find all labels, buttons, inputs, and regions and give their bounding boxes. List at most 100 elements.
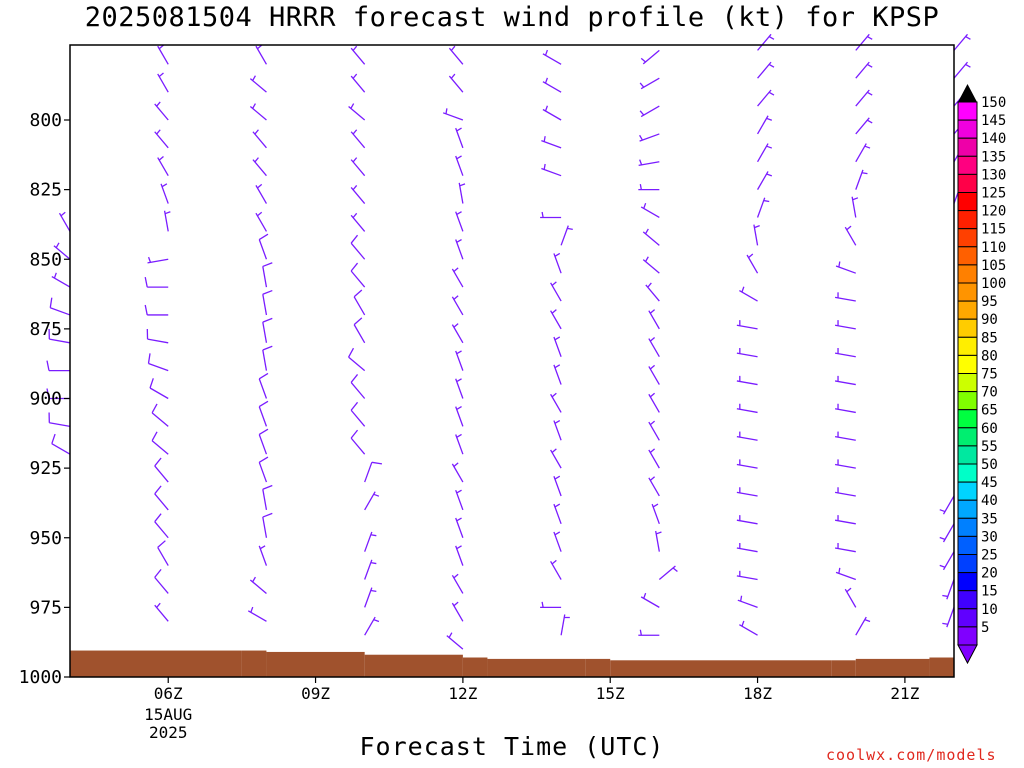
wind-barb (364, 616, 380, 636)
wind-barb (350, 429, 366, 455)
wind-barb (756, 115, 773, 135)
wind-barb (350, 73, 366, 93)
colorbar-swatch (957, 373, 978, 393)
color-legend: 1501451401351301251201151101051009590858… (957, 84, 1006, 665)
wind-barb (553, 503, 562, 525)
wind-barb (151, 431, 169, 455)
wind-barb (736, 487, 758, 497)
wind-barb (855, 89, 873, 107)
wind-barb (255, 211, 268, 232)
wind-barb (550, 559, 562, 580)
terrain-segment (364, 654, 463, 677)
wind-barb (736, 542, 758, 553)
colorbar-label: 45 (981, 475, 998, 491)
wind-barb (451, 601, 464, 622)
wind-barb (542, 49, 562, 65)
colorbar-swatch (957, 391, 978, 411)
terrain-segment (70, 650, 242, 677)
credit-link[interactable]: coolwx.com/models (826, 746, 997, 764)
wind-barb (939, 495, 955, 515)
wind-barb (736, 348, 758, 358)
colorbar-label: 115 (981, 222, 1006, 238)
wind-barb (658, 565, 678, 581)
wind-barbs (46, 33, 971, 650)
wind-barb (262, 512, 273, 538)
wind-barb (834, 515, 856, 525)
wind-barb (553, 475, 562, 497)
colorbar-swatch (957, 572, 978, 592)
wind-barb (640, 592, 660, 608)
wind-barb (157, 155, 169, 177)
colorbar-label: 130 (981, 167, 1006, 183)
wind-barb (834, 292, 856, 302)
wind-barb (757, 89, 775, 107)
colorbar-label: 40 (981, 493, 998, 509)
wind-barb (746, 253, 759, 274)
colorbar-label: 5 (981, 620, 989, 636)
wind-barb (642, 228, 660, 246)
wind-barb (163, 210, 171, 232)
wind-barb (638, 184, 660, 191)
wind-barb (651, 503, 660, 525)
colorbar-label: 135 (981, 149, 1006, 165)
wind-barb (262, 484, 273, 511)
wind-barb (942, 579, 955, 600)
wind-barb (154, 513, 169, 539)
wind-barb (736, 459, 758, 469)
wind-barb (638, 159, 660, 167)
wind-barb (247, 606, 267, 622)
colorbar-label: 140 (981, 131, 1006, 147)
wind-barb (834, 487, 856, 497)
wind-barb (144, 276, 169, 288)
wind-barb (249, 103, 267, 121)
colorbar-label: 125 (981, 186, 1006, 202)
wind-barb (739, 620, 758, 636)
terrain-segment (610, 660, 832, 677)
wind-barb (350, 129, 366, 149)
wind-barb (939, 551, 955, 571)
wind-barb (753, 224, 760, 246)
terrain-segment (462, 657, 488, 677)
wind-barb (553, 531, 562, 552)
wind-barb (736, 375, 758, 386)
wind-barb (458, 182, 466, 204)
wind-barb (154, 602, 169, 622)
wind-barb (844, 587, 857, 608)
colorbar-top-arrow (958, 84, 977, 102)
wind-barb (455, 433, 464, 455)
wind-barb (736, 403, 758, 414)
wind-barb (642, 256, 660, 274)
colorbar-swatch (957, 137, 978, 157)
colorbar-swatch (957, 409, 978, 429)
wind-barb (560, 614, 570, 636)
y-tick-label: 825 (29, 180, 62, 201)
wind-barb (147, 256, 169, 264)
wind-barb (541, 136, 562, 149)
wind-barb (455, 155, 464, 176)
x-tick-label: 12Z (448, 684, 477, 703)
chart-title: 2025081504 HRRR forecast wind profile (k… (84, 2, 940, 33)
wind-barb (648, 364, 660, 385)
wind-barb (353, 289, 366, 316)
colorbar-swatch (957, 282, 978, 302)
wind-barb (154, 457, 169, 483)
colorbar-label: 20 (981, 566, 998, 582)
wind-barb (542, 105, 562, 121)
wind-barb (350, 262, 366, 288)
wind-barb (455, 406, 464, 427)
y-tick-label: 950 (29, 528, 62, 549)
colorbar-swatch (957, 101, 978, 121)
colorbar-swatch (957, 427, 978, 447)
colorbar-swatch (957, 354, 978, 374)
wind-barb (640, 49, 660, 65)
wind-barb (648, 337, 660, 358)
wind-barb (451, 267, 464, 288)
wind-barb (834, 542, 856, 553)
wind-barb (540, 601, 562, 609)
wind-barb (446, 632, 464, 650)
wind-barb (262, 262, 273, 288)
wind-barb (49, 297, 71, 316)
terrain-surface (70, 650, 954, 677)
wind-barb (364, 559, 377, 580)
colorbar-swatch (957, 517, 978, 537)
